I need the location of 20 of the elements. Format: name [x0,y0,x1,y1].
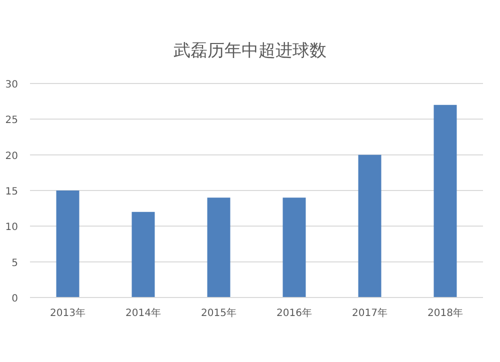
bar [207,198,230,298]
y-tick-label: 30 [5,80,18,90]
bar [358,154,382,298]
bar [132,212,155,298]
y-tick-label: 20 [5,150,18,162]
x-tick-label: 2014年 [126,307,161,319]
x-tick-label: 2016年 [276,307,312,319]
bar [434,104,457,298]
y-tick-label: 10 [5,222,18,234]
x-tick-label: 2018年 [428,307,463,319]
chart-title: 武磊历年中超进球数 [174,41,326,61]
y-tick-label: 15 [5,186,18,198]
bar [282,198,306,298]
x-tick-label: 2013年 [50,307,86,319]
y-tick-label: 5 [12,258,18,269]
x-tick-label: 2017年 [352,307,388,319]
bar [56,190,80,298]
y-tick-label: 0 [12,294,18,304]
y-tick-label: 25 [5,115,18,126]
x-tick-label: 2015年 [201,307,236,319]
